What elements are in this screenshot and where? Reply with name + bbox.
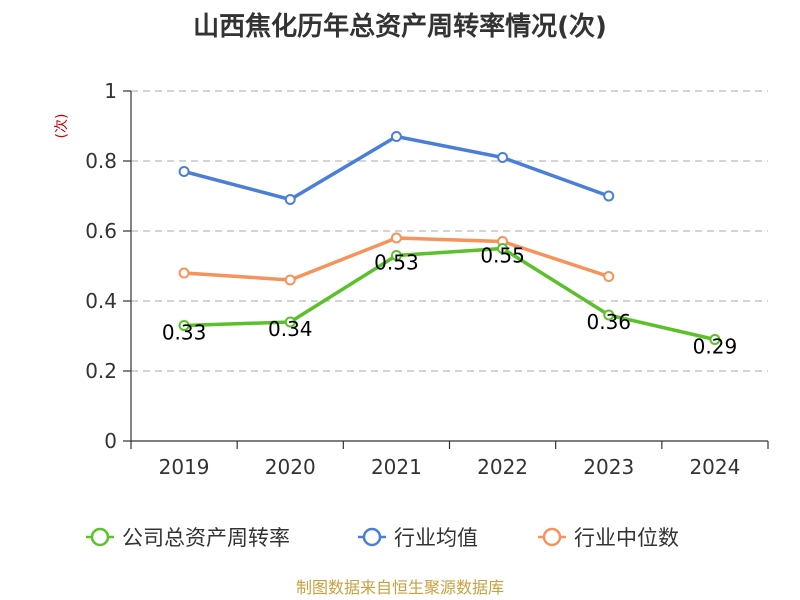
y-tick-label: 0 [104,429,117,453]
series-layer [178,131,721,345]
data-point-2 [603,271,615,282]
data-label: 0.29 [693,335,738,359]
data-point-0 [497,243,509,254]
series-line-1 [183,134,610,202]
y-tick-label: 0.8 [85,149,117,173]
y-axis-label: (次) [54,114,70,139]
x-tick-label: 2022 [477,455,528,479]
data-label: 0.34 [268,317,313,341]
x-tick-label: 2020 [265,455,316,479]
x-tick-label: 2019 [159,455,210,479]
series-line-0 [184,246,716,342]
legend-marker [90,527,110,547]
legend-item-2[interactable]: 行业中位数 [538,526,679,550]
legend-item-0[interactable]: 公司总资产周转率 [86,526,290,550]
legend-item-1[interactable]: 行业均值 [358,526,478,550]
x-tick-label: 2021 [371,455,422,479]
legend: 公司总资产周转率 行业均值 行业中位数 [86,526,679,550]
data-point-1 [284,194,296,205]
legend-label: 公司总资产周转率 [122,526,290,550]
y-tick-label: 0.4 [85,289,117,313]
data-labels: 0.33 0.34 0.53 0.55 0.36 0.29 [162,244,737,359]
data-point-0 [603,309,615,321]
data-point-2 [284,274,296,286]
y-tick-label: 0.6 [85,219,117,243]
data-point-1 [497,152,509,163]
data-point-0 [709,334,721,345]
data-point-2 [178,267,190,279]
grid [131,90,768,372]
x-tick-label: 2024 [689,455,740,479]
legend-label: 行业中位数 [574,526,679,550]
x-tick-label: 2023 [583,455,634,479]
data-point-2 [390,232,402,244]
chart-title: 山西焦化历年总资产周转率情况(次) [193,11,607,42]
data-label: 0.53 [374,251,419,275]
y-tick-label: 1 [104,79,117,103]
y-tick-label: 0.2 [85,359,117,383]
data-point-0 [390,250,402,261]
source-note: 制图数据来自恒生聚源数据库 [296,578,504,597]
data-point-1 [603,190,615,202]
data-point-0 [178,320,190,331]
data-point-1 [390,131,402,142]
legend-marker [362,527,382,547]
data-point-1 [178,166,190,177]
data-point-0 [284,316,296,328]
axes: 0 0.2 0.4 0.6 0.8 1 2019 2020 2021 2022 2023 2024 [85,79,769,479]
legend-label: 行业均值 [394,526,478,550]
legend-marker [542,527,562,547]
data-label: 0.55 [480,244,525,268]
data-label: 0.36 [586,310,631,334]
data-label: 0.33 [162,321,207,345]
